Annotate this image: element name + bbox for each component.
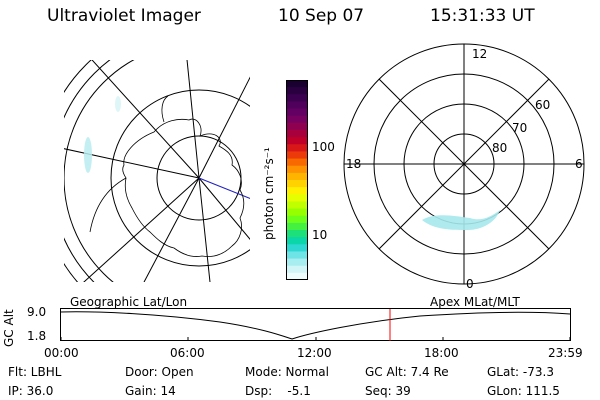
timeline-plot: [60, 308, 571, 341]
timeline-xtick-1200: 12:00: [297, 346, 332, 360]
colorbar-swatch: [286, 151, 308, 160]
colorbar: [286, 80, 308, 280]
mlt-diagonal: [378, 78, 550, 250]
colorbar-swatch: [286, 230, 308, 238]
colorbar-swatch: [286, 80, 308, 88]
aurora-patch: [115, 96, 121, 112]
colorbar-swatch: [286, 137, 308, 145]
info-glon: GLon: 111.5: [487, 384, 560, 398]
colorbar-swatch: [286, 94, 308, 102]
colorbar-swatch: [286, 87, 308, 95]
colorbar-swatch: [286, 251, 308, 260]
colorbar-swatch: [286, 180, 308, 188]
timeline-ytick-top: 9.0: [27, 305, 47, 319]
mlt-label-6: 6: [575, 157, 583, 171]
timeline-xtick-0000: 00:00: [44, 346, 79, 360]
timeline-right-title: Apex MLat/MLT: [430, 295, 520, 309]
timeline-xtick-0600: 06:00: [170, 346, 205, 360]
timeline-left-title: Geographic Lat/Lon: [70, 295, 188, 309]
info-door: Door: Open: [125, 365, 194, 379]
altitude-curve: [60, 311, 571, 340]
geo-noon-meridian: [198, 177, 250, 199]
mlat-label-60: 60: [535, 98, 551, 112]
colorbar-swatch: [286, 237, 308, 245]
colorbar-swatch: [286, 265, 308, 274]
mlt-label-18: 18: [346, 157, 362, 171]
geo-lat-circle: [110, 89, 250, 267]
geo-lon-line: [64, 148, 200, 179]
geo-lon-line: [143, 177, 200, 282]
colorbar-tick-10: 10: [312, 228, 328, 242]
polar-plot: [343, 43, 585, 285]
info-gc-alt: GC Alt: 7.4 Re: [365, 365, 449, 379]
colorbar-swatch: [286, 244, 308, 252]
instrument-title: Ultraviolet Imager: [47, 6, 201, 26]
colorbar-swatch: [286, 108, 308, 117]
colorbar-unit-label: photon cm⁻²s⁻¹: [262, 147, 276, 240]
geographic-map: [64, 60, 250, 282]
info-gain: Gain: 14: [125, 384, 176, 398]
info-glat: GLat: -73.3: [487, 365, 554, 379]
colorbar-swatch: [286, 272, 308, 280]
colorbar-tick-100: 100: [312, 140, 335, 154]
colorbar-swatch: [286, 258, 308, 267]
info-mode: Mode: Normal: [245, 365, 329, 379]
aurora-patch: [84, 137, 92, 173]
colorbar-swatch: [286, 158, 308, 167]
coastline-detail: [161, 95, 169, 123]
colorbar-frame: [286, 80, 308, 280]
colorbar-swatch: [286, 101, 308, 110]
colorbar-swatch: [286, 144, 308, 152]
mlt-label-0: 0: [466, 277, 474, 291]
geo-lon-line: [83, 177, 200, 282]
info-ip: IP: 36.0: [8, 384, 54, 398]
geo-lon-line: [198, 76, 250, 179]
colorbar-swatch: [286, 201, 308, 210]
colorbar-swatch: [286, 165, 308, 174]
info-filter: Flt: LBHL: [8, 365, 62, 379]
timeline-ylabel: GC Alt: [2, 309, 16, 347]
coastline-detail: [89, 177, 127, 233]
colorbar-swatch: [286, 187, 308, 195]
colorbar-swatch: [286, 194, 308, 202]
colorbar-swatch: [286, 222, 308, 231]
colorbar-swatch: [286, 122, 308, 131]
colorbar-swatch: [286, 172, 308, 181]
timeline-xtick-2359: 23:59: [548, 346, 583, 360]
info-dsp: Dsp: -5.1: [245, 384, 311, 398]
colorbar-swatch: [286, 208, 308, 217]
auroral-oval: [422, 210, 500, 230]
mlat-label-70: 70: [512, 121, 528, 135]
geo-lon-line: [198, 177, 211, 282]
info-seq: Seq: 39: [365, 384, 411, 398]
colorbar-swatch: [286, 115, 308, 124]
geo-lon-line: [186, 60, 200, 179]
mlt-label-12: 12: [472, 47, 488, 61]
mlat-label-80: 80: [492, 141, 508, 155]
colorbar-swatch: [286, 215, 308, 224]
date-label: 10 Sep 07: [278, 6, 365, 26]
geo-lon-line: [91, 60, 200, 179]
geo-lon-line: [198, 177, 250, 240]
coastline: [122, 118, 245, 257]
timeline-xtick-1800: 18:00: [424, 346, 459, 360]
timeline-ytick-bottom: 1.8: [27, 329, 47, 343]
colorbar-swatch: [286, 130, 308, 138]
time-label: 15:31:33 UT: [430, 6, 535, 26]
